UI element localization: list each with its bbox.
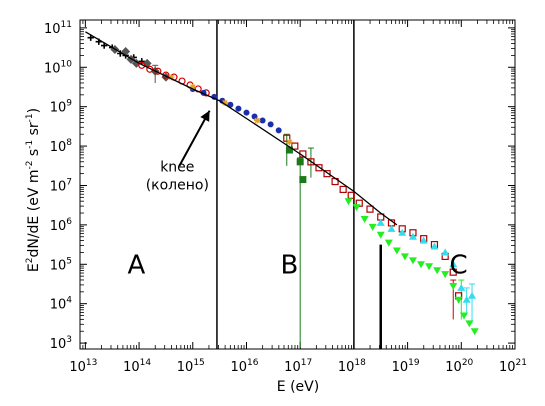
fit-curve xyxy=(85,31,398,226)
region-label-a: A xyxy=(127,250,145,280)
data-point-triangle-down xyxy=(441,271,450,279)
data-point-triangle-up xyxy=(408,232,417,240)
region-label-c: C xyxy=(450,250,468,280)
data-point-triangle-up xyxy=(387,224,396,232)
y-tick-label: 107 xyxy=(50,177,72,194)
data-point-triangle-down xyxy=(459,312,468,320)
data-point-triangle-up xyxy=(376,218,385,226)
data-point-open-square xyxy=(283,134,291,142)
data-point-triangle-down xyxy=(392,247,401,255)
y-tick-label: 1010 xyxy=(44,59,72,76)
data-point-open-square xyxy=(323,170,331,178)
annotation-arrow-shaft xyxy=(178,110,211,167)
data-point-open-square xyxy=(449,268,457,276)
data-point-triangle-up xyxy=(398,228,407,236)
data-point-triangle-down xyxy=(352,204,361,212)
data-point-triangle-down xyxy=(454,296,463,304)
data-point-triangle-down xyxy=(384,239,393,247)
data-point-triangle-down xyxy=(425,263,434,271)
x-tick-label: 1014 xyxy=(123,358,151,375)
data-point-triangle-up xyxy=(441,248,450,256)
data-point-filled-square xyxy=(285,146,293,154)
annotation-knee-russian-label: (колено) xyxy=(146,178,209,194)
x-tick-label: 1019 xyxy=(392,358,420,375)
data-point-star xyxy=(286,138,293,146)
x-tick-label: 1018 xyxy=(338,358,366,375)
data-point-triangle-down xyxy=(433,267,442,275)
data-point-plus xyxy=(138,58,145,65)
data-point-filled-square xyxy=(296,158,304,166)
plot-frame xyxy=(79,19,516,350)
x-tick-label: 1017 xyxy=(284,358,312,375)
data-point-triangle-up xyxy=(457,283,466,291)
x-tick-label: 1021 xyxy=(499,358,527,375)
data-point-open-square xyxy=(315,164,323,172)
error-bars xyxy=(152,64,476,348)
knee-annotation: knee (колено) xyxy=(146,110,211,194)
x-axis-title: E (eV) xyxy=(277,379,319,395)
data-point-triangle-up xyxy=(462,295,471,303)
data-point-triangle-down xyxy=(417,261,426,269)
y-tick-label: 104 xyxy=(50,296,73,313)
data-point-star xyxy=(221,99,229,106)
annotation-knee-label: knee xyxy=(160,160,194,176)
data-point-triangle-up xyxy=(468,291,477,299)
data-point-triangle-down xyxy=(376,231,385,239)
data-point-star xyxy=(189,83,196,91)
x-tick-label: 1015 xyxy=(177,358,205,375)
y-tick-label: 109 xyxy=(50,99,73,116)
annotation-arrow-head xyxy=(200,110,210,122)
axis-ticks xyxy=(79,20,516,349)
data-point-open-square xyxy=(307,158,315,166)
y-tick-label: 106 xyxy=(50,217,73,234)
data-point-triangle-down xyxy=(465,320,474,328)
data-point-open-square xyxy=(366,205,374,213)
data-point-open-square xyxy=(291,142,299,150)
data-point-filled-circle xyxy=(259,117,266,124)
data-point-filled-square xyxy=(299,176,307,184)
data-point-star xyxy=(254,117,261,124)
region-label-b: B xyxy=(281,250,299,280)
data-point-filled-circle xyxy=(267,121,274,128)
plot-border xyxy=(79,19,516,350)
x-tick-label: 1013 xyxy=(69,358,97,375)
data-point-filled-circle xyxy=(235,105,242,112)
data-point-triangle-down xyxy=(360,215,369,223)
data-point-filled-circle xyxy=(275,127,282,134)
region-labels: A B C xyxy=(127,250,467,280)
data-point-triangle-down xyxy=(408,257,417,265)
data-point-triangle-up xyxy=(430,242,439,250)
data-point-star xyxy=(168,73,175,81)
data-point-triangle-down xyxy=(449,282,458,290)
y-tick-label: 108 xyxy=(50,138,73,155)
y-tick-label: 103 xyxy=(50,335,72,352)
y-tick-label: 105 xyxy=(50,256,72,273)
data-point-triangle-up xyxy=(419,236,428,244)
data-point-open-square xyxy=(339,185,347,194)
data-point-triangle-up xyxy=(449,260,458,268)
data-point-triangle-down xyxy=(400,253,409,261)
data-point-triangle-down xyxy=(344,198,353,206)
region-boundary-lines xyxy=(216,20,382,349)
x-tick-label: 1016 xyxy=(230,358,258,375)
axis-tick-labels: 1013 1014 1015 1016 1017 1018 1019 1020 1021 103 1… xyxy=(44,20,527,375)
data-point-triangle-down xyxy=(368,223,377,231)
data-point-filled-circle xyxy=(251,113,258,120)
y-axis-title: E2dN/dE (eV m-2 s-1 sr-1) xyxy=(25,108,42,272)
fit-line xyxy=(85,31,398,226)
data-point-filled-circle xyxy=(243,109,250,116)
x-tick-label: 1020 xyxy=(445,358,473,375)
data-point-triangle-down xyxy=(470,328,479,336)
y-tick-label: 1011 xyxy=(44,20,72,37)
